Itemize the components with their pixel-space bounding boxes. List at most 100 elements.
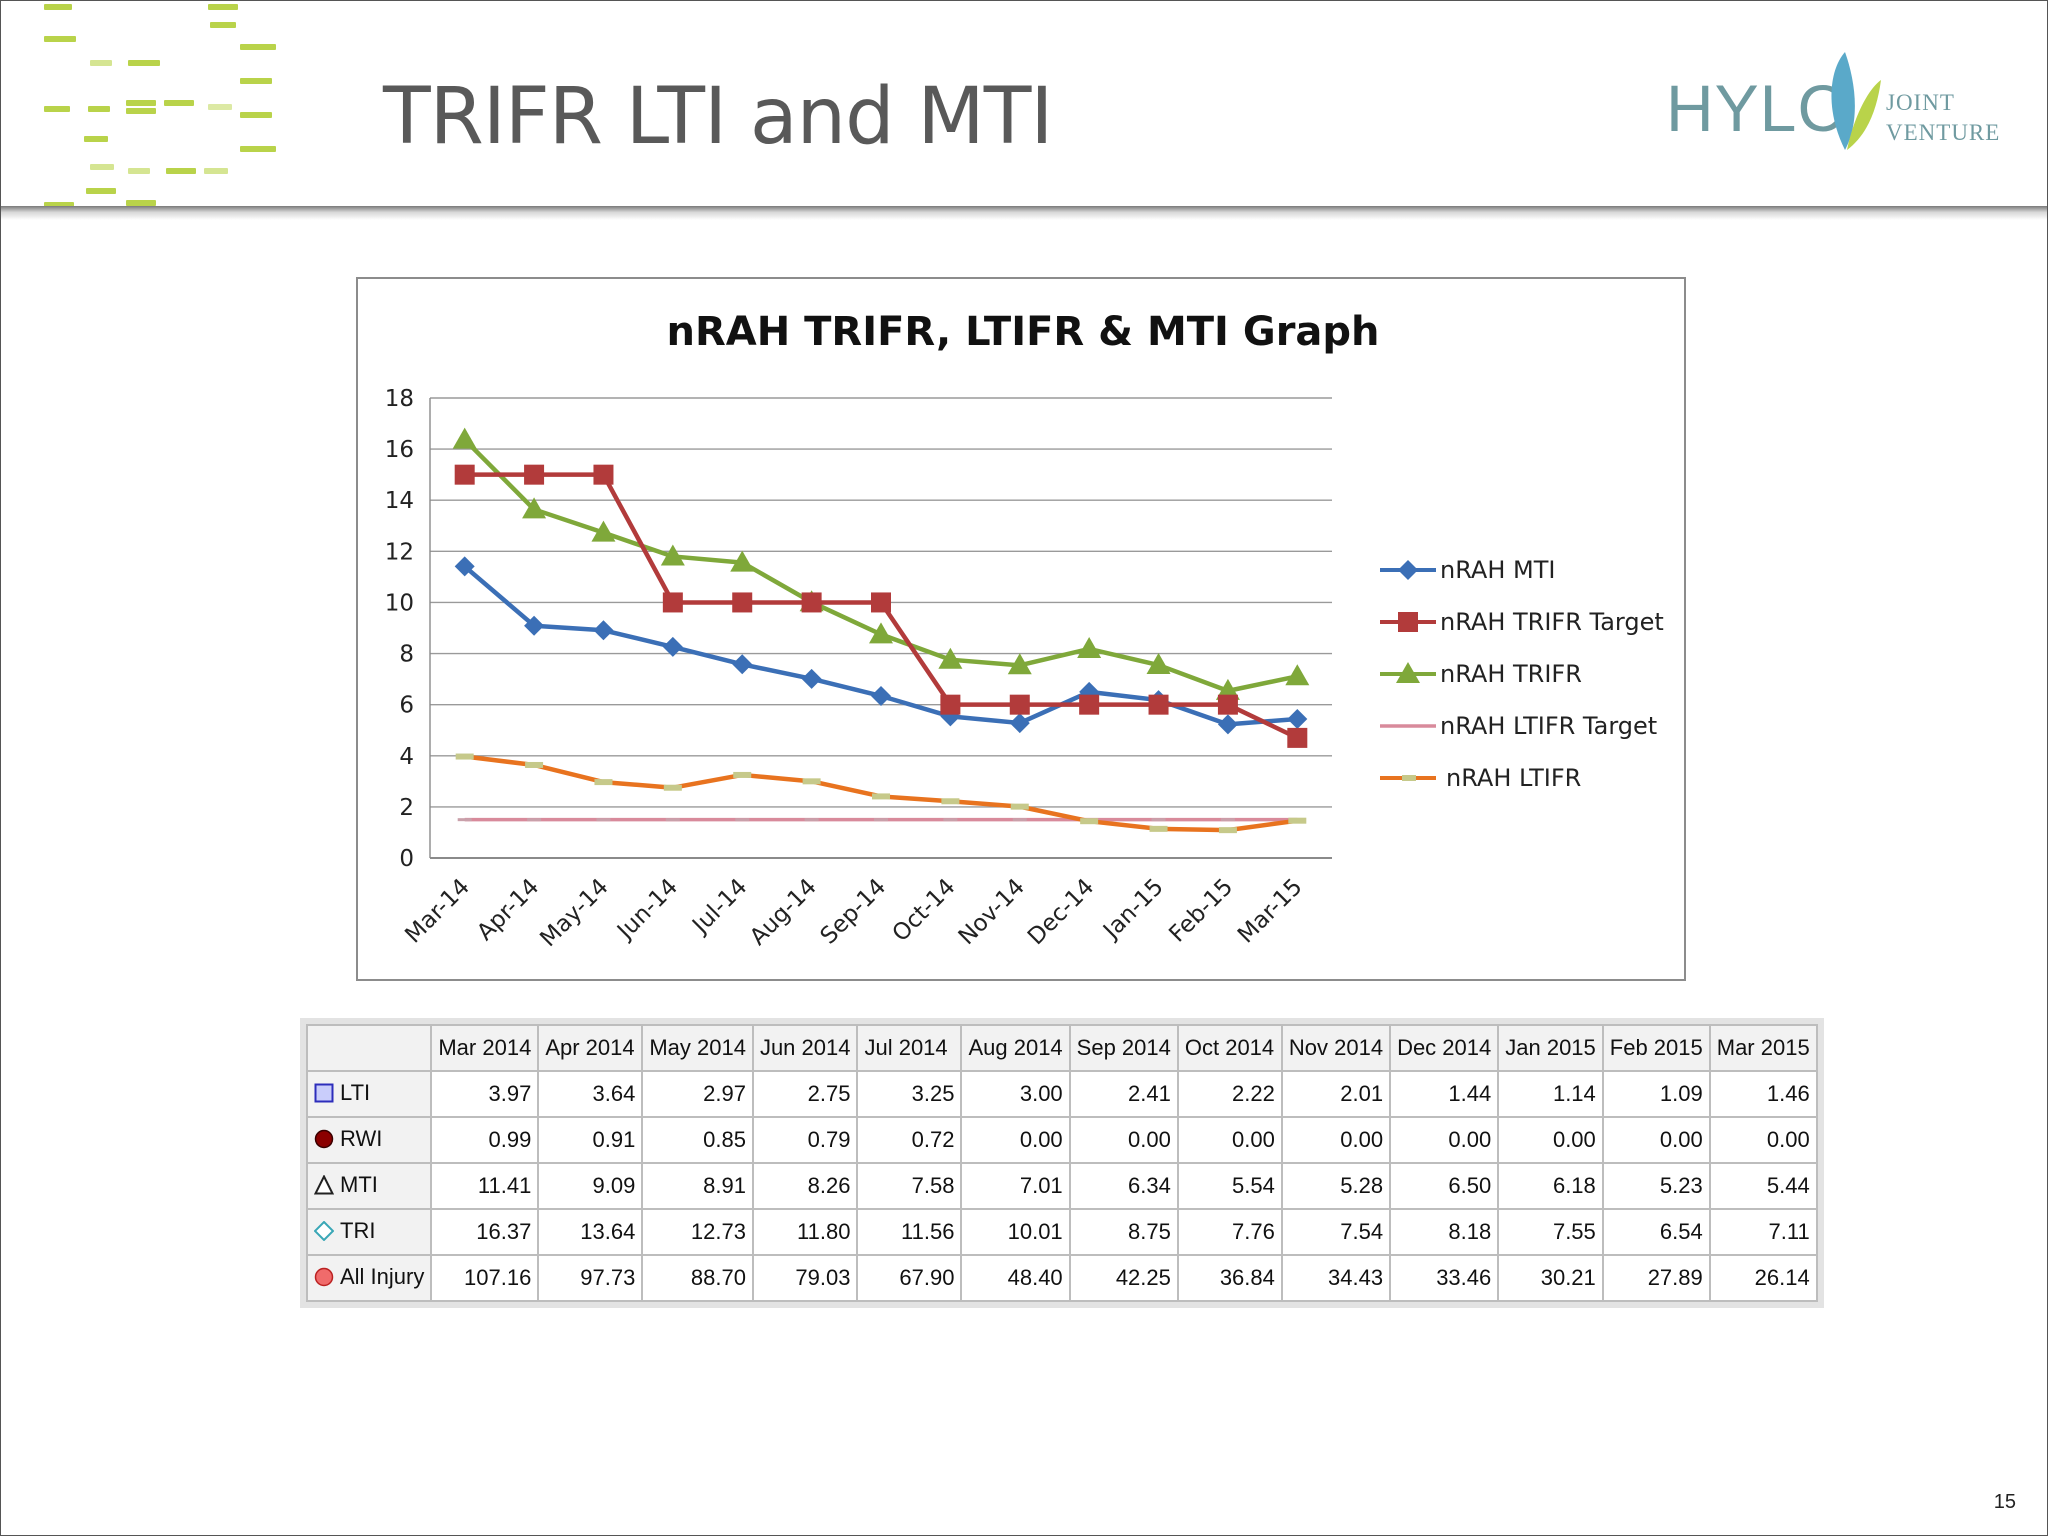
square-icon <box>314 1083 334 1103</box>
y-tick-label: 18 <box>385 386 414 412</box>
table-cell: 1.46 <box>1708 1070 1818 1118</box>
x-tick-label: Dec-14 <box>1023 874 1099 950</box>
table-cell: 33.46 <box>1389 1254 1500 1302</box>
table-column-header: Feb 2015 <box>1601 1024 1711 1072</box>
data-point <box>662 636 683 657</box>
page-number: 15 <box>1993 1491 2016 1513</box>
logo-leaf-icon <box>1831 52 1881 150</box>
table-cell: 42.25 <box>1068 1254 1179 1302</box>
data-point <box>594 779 613 786</box>
data-point <box>1009 713 1030 734</box>
data-point <box>525 761 544 768</box>
table-cell: 1.09 <box>1601 1070 1711 1118</box>
data-point <box>591 520 616 542</box>
data-point <box>1080 818 1099 825</box>
table-cell: 7.76 <box>1176 1208 1283 1256</box>
diamond-icon <box>313 1220 335 1241</box>
data-point <box>804 818 819 822</box>
logo-sub-text: JOINT VENTURE <box>1886 88 2000 148</box>
data-point <box>454 464 475 485</box>
legend-label: nRAH TRIFR <box>1440 660 1582 688</box>
table-cell: 2.22 <box>1176 1070 1283 1118</box>
y-tick-label: 4 <box>399 744 414 770</box>
x-tick-label: Jan-15 <box>1097 874 1168 945</box>
table-column-header: Jul 2014 <box>856 1024 963 1072</box>
table-cell: 6.54 <box>1601 1208 1711 1256</box>
table-cell: 13.64 <box>537 1208 644 1256</box>
table-cell: 8.26 <box>751 1162 859 1210</box>
table-cell: 2.75 <box>751 1070 859 1118</box>
table-cell: 0.00 <box>1176 1116 1283 1164</box>
data-point <box>1218 827 1237 834</box>
data-point <box>871 685 891 706</box>
data-point <box>1217 714 1238 735</box>
logo-main-text: HYLC <box>1666 71 1847 145</box>
data-point <box>1077 636 1102 658</box>
circle-red-icon <box>314 1267 334 1287</box>
data-point <box>1009 694 1030 715</box>
table-cell: 30.21 <box>1497 1254 1604 1302</box>
table-cell: 3.00 <box>960 1070 1071 1118</box>
table-cell: 79.03 <box>751 1254 859 1302</box>
legend-marker <box>1396 662 1420 683</box>
data-point <box>1217 694 1238 715</box>
row-label-text: RWI <box>340 1125 383 1151</box>
x-tick-label: Jul-14 <box>686 874 752 940</box>
x-tick-label: Nov-14 <box>954 874 1030 950</box>
table-cell: 0.00 <box>1389 1116 1500 1164</box>
table-cell: 36.84 <box>1176 1254 1283 1302</box>
data-point <box>457 818 472 822</box>
data-point <box>871 592 891 613</box>
table-cell: 2.41 <box>1068 1070 1179 1118</box>
y-tick-label: 16 <box>385 437 414 463</box>
data-point <box>665 818 680 822</box>
x-tick-label: Jun-14 <box>611 874 683 946</box>
table-column-header: Mar 2015 <box>1708 1024 1818 1072</box>
table-cell: 0.79 <box>751 1116 859 1164</box>
table-cell: 5.28 <box>1280 1162 1392 1210</box>
table-row: LTI 3.97 3.64 2.97 2.75 3.25 3.00 2.41 2.22 2.01 1… <box>305 1070 1818 1118</box>
y-tick-label: 2 <box>399 795 414 821</box>
table-cell: 12.73 <box>641 1208 754 1256</box>
table-column-header: Mar 2014 <box>430 1024 540 1072</box>
slide-title: TRIFR LTI and MTI <box>383 72 1053 162</box>
table-cell: 0.00 <box>1601 1116 1711 1164</box>
row-label-text: All Injury <box>340 1263 425 1289</box>
table-cell: 11.56 <box>856 1208 963 1256</box>
table-column-header: Apr 2014 <box>537 1024 644 1072</box>
data-point <box>1288 817 1307 824</box>
table-cell: 88.70 <box>641 1254 754 1302</box>
header-shadow <box>0 206 2048 220</box>
data-point <box>1149 825 1168 832</box>
row-label-text: LTI <box>340 1079 371 1105</box>
table-row: All Injury 107.16 97.73 88.70 79.03 67.90 48.4… <box>305 1254 1818 1302</box>
y-tick-label: 14 <box>385 488 414 514</box>
table-cell: 6.18 <box>1497 1162 1604 1210</box>
table-cell: 7.11 <box>1708 1208 1818 1256</box>
legend-label: nRAH LTIFR Target <box>1440 712 1657 740</box>
data-point <box>1007 653 1032 675</box>
table-cell: 7.01 <box>960 1162 1071 1210</box>
legend-marker <box>1398 612 1418 632</box>
table-column-header: Oct 2014 <box>1176 1024 1283 1072</box>
row-label-wrap: LTI <box>314 1080 370 1106</box>
data-point <box>1079 694 1100 715</box>
data-point <box>527 818 542 822</box>
data-point <box>1215 678 1240 700</box>
table-cell: 1.44 <box>1389 1070 1500 1118</box>
legend-label: nRAH LTIFR <box>1446 764 1581 792</box>
table-cell: 97.73 <box>537 1254 644 1302</box>
table-column-header: Nov 2014 <box>1280 1024 1392 1072</box>
x-tick-label: Mar-15 <box>1233 874 1308 949</box>
table-cell: 8.18 <box>1389 1208 1500 1256</box>
table-corner-cell <box>305 1024 433 1072</box>
table-cell: 26.14 <box>1708 1254 1818 1302</box>
chart-frame: nRAH TRIFR, LTIFR & MTI Graph 0 2 4 6 8 10 12 14… <box>356 277 1686 981</box>
table-cell: 2.01 <box>1280 1070 1392 1118</box>
table-column-header: Aug 2014 <box>960 1024 1071 1072</box>
data-point <box>455 753 474 760</box>
data-point <box>732 592 753 613</box>
table-cell: 48.40 <box>960 1254 1071 1302</box>
data-point <box>730 550 755 572</box>
table-cell: 0.72 <box>856 1116 963 1164</box>
